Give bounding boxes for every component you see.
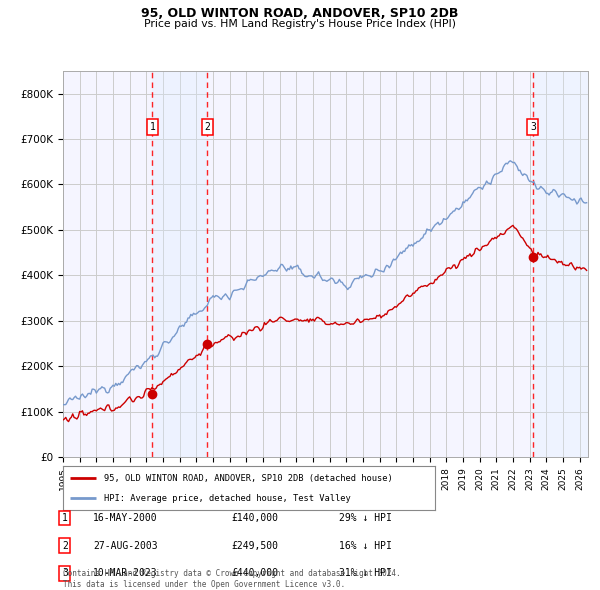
Text: 3: 3: [530, 122, 536, 132]
Text: 2: 2: [62, 541, 68, 550]
Text: 31% ↓ HPI: 31% ↓ HPI: [339, 569, 392, 578]
Bar: [152, 71, 208, 457]
Text: 1: 1: [62, 513, 68, 523]
Bar: [533, 71, 588, 457]
Text: £140,000: £140,000: [231, 513, 278, 523]
Text: 16% ↓ HPI: 16% ↓ HPI: [339, 541, 392, 550]
Text: Contains HM Land Registry data © Crown copyright and database right 2024.
This d: Contains HM Land Registry data © Crown c…: [63, 569, 401, 589]
Text: £440,000: £440,000: [231, 569, 278, 578]
Text: 3: 3: [62, 569, 68, 578]
Text: HPI: Average price, detached house, Test Valley: HPI: Average price, detached house, Test…: [104, 494, 350, 503]
Text: £249,500: £249,500: [231, 541, 278, 550]
Text: 95, OLD WINTON ROAD, ANDOVER, SP10 2DB (detached house): 95, OLD WINTON ROAD, ANDOVER, SP10 2DB (…: [104, 474, 392, 483]
Text: 27-AUG-2003: 27-AUG-2003: [93, 541, 158, 550]
Text: 1: 1: [149, 122, 155, 132]
Text: 2: 2: [205, 122, 210, 132]
Text: 10-MAR-2023: 10-MAR-2023: [93, 569, 158, 578]
Bar: [568, 71, 588, 457]
Text: 16-MAY-2000: 16-MAY-2000: [93, 513, 158, 523]
Text: Price paid vs. HM Land Registry's House Price Index (HPI): Price paid vs. HM Land Registry's House …: [144, 19, 456, 29]
Text: 95, OLD WINTON ROAD, ANDOVER, SP10 2DB: 95, OLD WINTON ROAD, ANDOVER, SP10 2DB: [142, 7, 458, 20]
Text: 29% ↓ HPI: 29% ↓ HPI: [339, 513, 392, 523]
